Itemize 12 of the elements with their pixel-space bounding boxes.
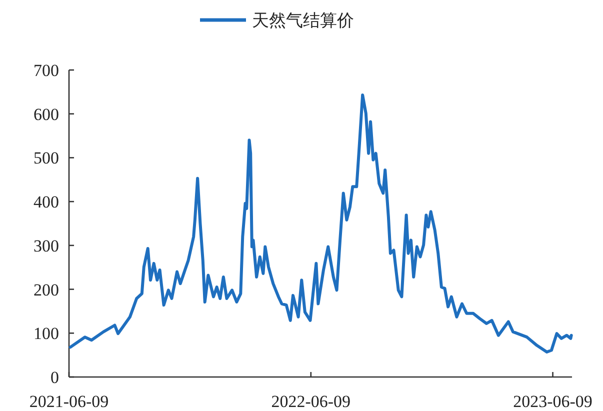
- y-tick-label: 0: [50, 368, 59, 387]
- y-tick-label: 200: [34, 280, 59, 300]
- y-tick-label: 400: [34, 192, 59, 212]
- x-tick-label: 2023-06-09: [513, 392, 592, 411]
- y-tick-label: 600: [34, 104, 59, 124]
- y-tick-label: 300: [34, 236, 59, 256]
- y-tick-label: 100: [34, 324, 59, 344]
- legend-label: 天然气结算价: [252, 11, 354, 30]
- y-tick-label: 500: [34, 148, 59, 168]
- x-tick-label: 2021-06-09: [29, 392, 109, 411]
- y-tick-label: 700: [34, 61, 59, 80]
- x-tick-label: 2022-06-09: [271, 392, 351, 411]
